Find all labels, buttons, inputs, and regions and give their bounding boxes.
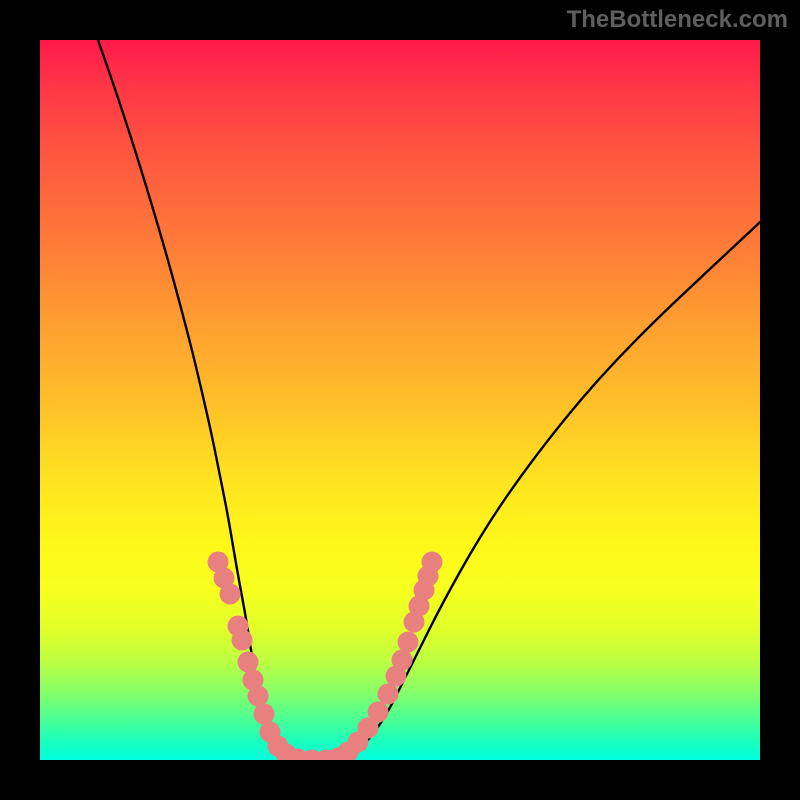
marker-dot (422, 552, 443, 573)
marker-dot (254, 704, 275, 725)
marker-layer (40, 40, 760, 760)
marker-dot (232, 630, 253, 651)
marker-dot (368, 702, 389, 723)
plot-area (40, 40, 760, 760)
marker-dot (398, 632, 419, 653)
marker-dot (248, 686, 269, 707)
watermark-text: TheBottleneck.com (567, 6, 788, 34)
marker-dot (238, 652, 259, 673)
marker-dot (378, 684, 399, 705)
markers-group (208, 552, 443, 761)
marker-dot (392, 650, 413, 671)
marker-dot (220, 584, 241, 605)
